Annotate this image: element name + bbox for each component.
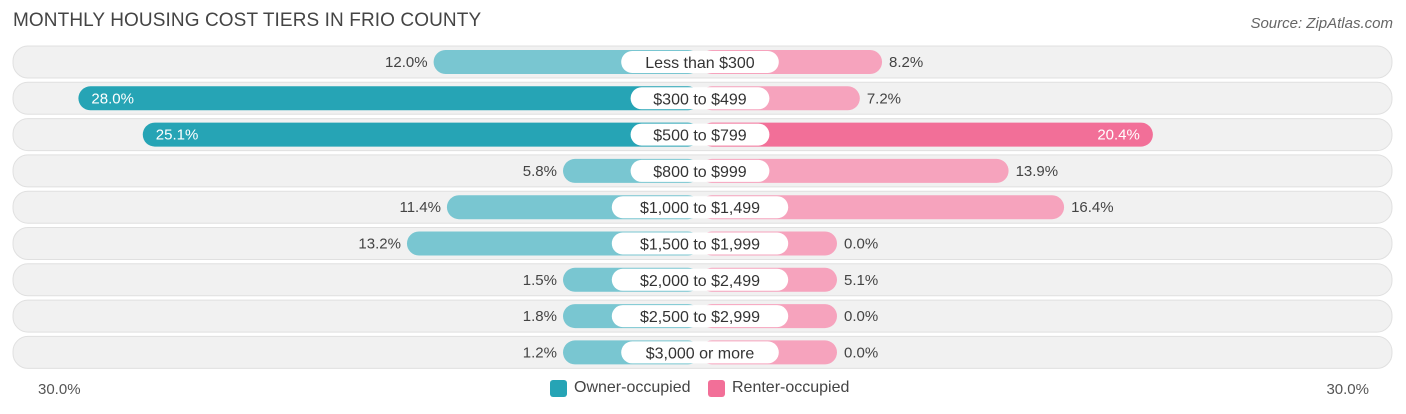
category-pill — [611, 196, 789, 219]
chart-title: MONTHLY HOUSING COST TIERS IN FRIO COUNT… — [13, 10, 482, 31]
axis-right-label: 30.0% — [1326, 381, 1369, 398]
category-pill — [630, 87, 770, 110]
category-pill — [630, 159, 770, 182]
owner-value-label: 12.0% — [385, 54, 428, 71]
source-credit: Source: ZipAtlas.com — [1250, 15, 1393, 32]
category-pill — [611, 268, 789, 291]
owner-value-label: 28.0% — [91, 90, 134, 107]
category-label: $1,000 to $1,499 — [640, 200, 760, 217]
renter-value-label: 7.2% — [867, 90, 901, 107]
owner-value-label: 25.1% — [156, 127, 199, 144]
category-label: $2,000 to $2,499 — [640, 273, 760, 290]
legend-renter-swatch — [708, 379, 725, 397]
renter-value-label: 0.0% — [844, 308, 878, 325]
category-label: $2,500 to $2,999 — [640, 309, 760, 326]
category-label: $300 to $499 — [653, 91, 747, 108]
legend-renter-label: Renter-occupied — [732, 379, 850, 396]
owner-bar — [142, 122, 700, 147]
legend: Owner-occupied Renter-occupied — [0, 379, 1406, 401]
owner-value-label: 11.4% — [399, 199, 440, 216]
owner-value-label: 1.8% — [523, 308, 557, 325]
owner-value-label: 13.2% — [358, 236, 401, 253]
owner-value-label: 1.2% — [523, 344, 557, 361]
category-label: $800 to $999 — [653, 164, 747, 181]
category-pill — [611, 232, 789, 255]
renter-value-label: 8.2% — [889, 54, 923, 71]
category-pill — [621, 51, 779, 73]
owner-value-label: 5.8% — [523, 163, 557, 180]
category-pill — [611, 305, 789, 328]
legend-owner[interactable]: Owner-occupied — [550, 379, 691, 397]
category-label: $1,500 to $1,999 — [640, 237, 760, 254]
renter-bar — [700, 158, 1009, 183]
category-label: $500 to $799 — [653, 128, 747, 145]
axis-left-label: 30.0% — [38, 381, 81, 398]
renter-value-label: 5.1% — [844, 272, 878, 289]
owner-bar — [78, 86, 700, 111]
category-pill — [621, 341, 779, 364]
renter-value-label: 13.9% — [1016, 163, 1059, 180]
legend-owner-label: Owner-occupied — [574, 379, 691, 396]
renter-value-label: 16.4% — [1071, 199, 1114, 216]
renter-value-label: 0.0% — [844, 236, 878, 253]
category-label: $3,000 or more — [646, 345, 755, 362]
legend-renter[interactable]: Renter-occupied — [708, 379, 849, 397]
renter-bar — [700, 195, 1065, 220]
renter-value-label: 0.0% — [844, 344, 878, 361]
renter-value-label: 20.4% — [1097, 127, 1140, 144]
owner-value-label: 1.5% — [523, 272, 557, 289]
renter-bar — [700, 122, 1153, 147]
category-label: Less than $300 — [645, 55, 755, 72]
legend-owner-swatch — [550, 379, 567, 397]
category-pill — [630, 123, 770, 146]
